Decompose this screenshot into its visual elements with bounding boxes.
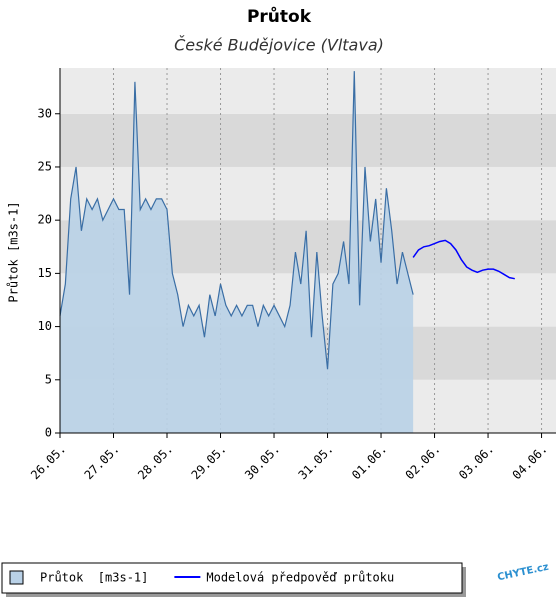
x-tick-label: 31.05.: [296, 442, 337, 483]
legend-label: Modelová předpověď průtoku: [206, 571, 394, 585]
y-tick-label: 5: [45, 372, 52, 386]
legend-items: Průtok [m3s-1] Modelová předpověď průtoku: [9, 570, 394, 585]
x-tick-label: 26.05.: [28, 442, 69, 483]
area: [60, 71, 414, 434]
chart-subtitle: České Budějovice (Vltava): [174, 36, 384, 55]
x-tick-label: 29.05.: [189, 442, 230, 483]
x-tick-label: 04.06.: [510, 442, 551, 483]
x-tick-label: 01.06.: [349, 442, 390, 483]
plot-area: [59, 68, 556, 434]
line: [412, 239, 515, 280]
legend: [1, 562, 463, 594]
x-tick-label: 28.05.: [135, 442, 176, 483]
y-tick-label: 15: [38, 266, 52, 280]
line: [59, 71, 414, 370]
x-tick-label: 03.06.: [456, 442, 497, 483]
grid-band: [60, 68, 556, 114]
x-tick-label: 30.05.: [242, 442, 283, 483]
chart-title: Průtok: [247, 5, 312, 27]
x-tick-label: 02.06.: [403, 442, 444, 483]
y-tick-label: 10: [38, 319, 52, 333]
y-tick-label: 0: [45, 426, 52, 440]
logo: CHYTE.cz: [496, 562, 549, 584]
grid-band: [60, 113, 556, 167]
y-axis-label: Průtok [m3s-1]: [7, 201, 21, 302]
y-tick-label: 30: [38, 106, 52, 120]
y-tick-label: 25: [38, 159, 52, 173]
y-tick-label: 20: [38, 213, 52, 227]
legend-swatch: [9, 570, 24, 585]
legend-label: Průtok [m3s-1]: [40, 571, 148, 585]
x-tick-label: 27.05.: [82, 442, 123, 483]
